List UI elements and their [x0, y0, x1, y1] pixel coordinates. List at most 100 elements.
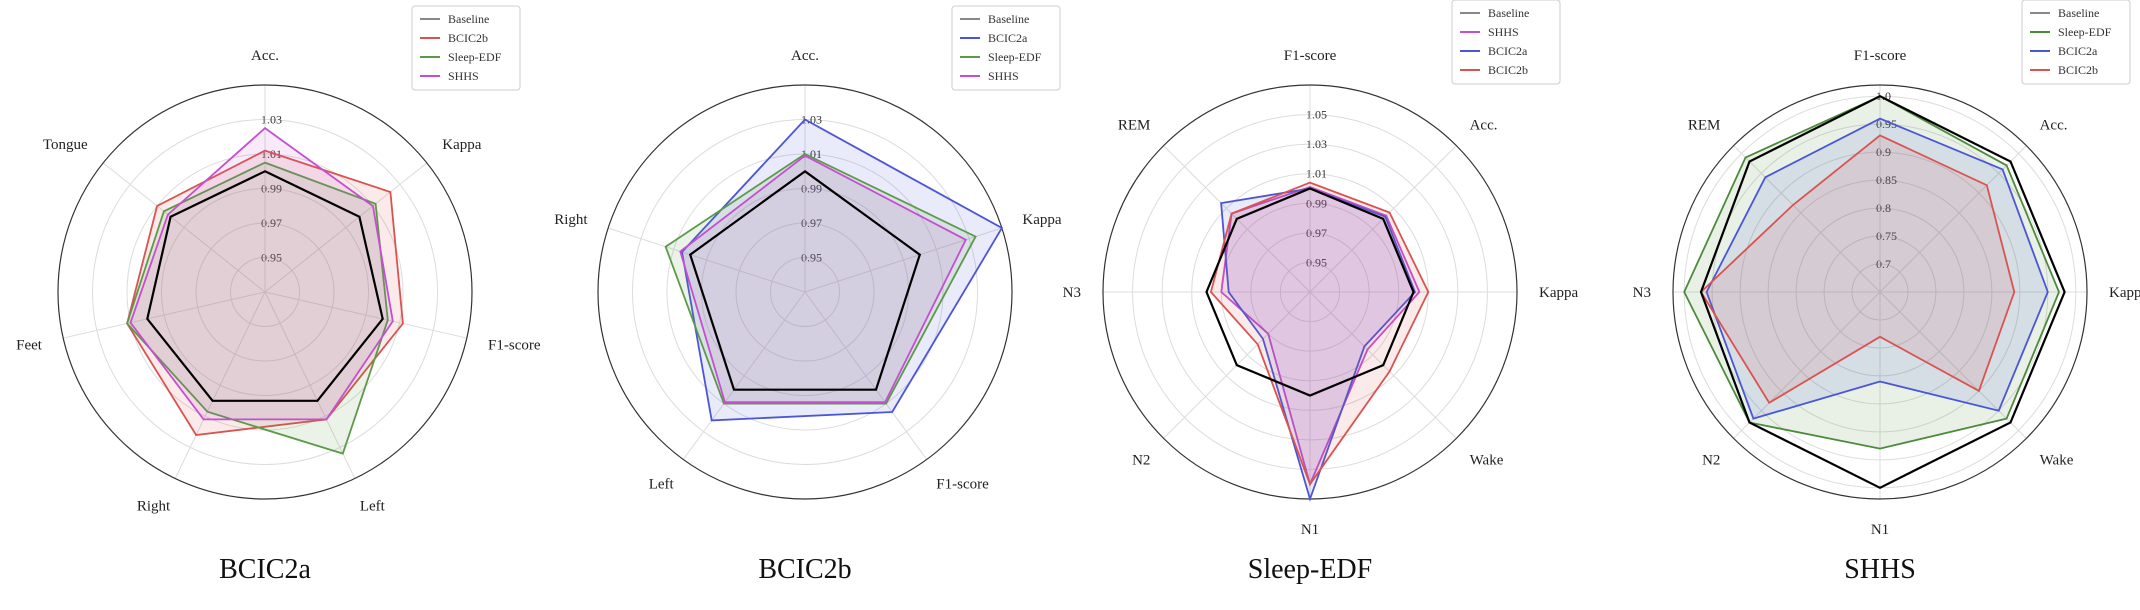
radar-chart-shhs: 0.70.750.80.850.90.951.0F1-scoreAcc.Kapp…	[1633, 0, 2140, 585]
tick-label: 0.95	[1306, 255, 1327, 269]
axis-label-kappa: Kappa	[1539, 285, 1578, 301]
legend-frame	[411, 5, 521, 91]
chart-title: BCIC2a	[219, 554, 311, 585]
radar-chart-bcic2a: 0.950.970.991.011.03Acc.KappaF1-scoreLef…	[16, 5, 541, 585]
axis-label-left: Left	[649, 477, 675, 493]
axis-label-f1-score: F1-score	[936, 477, 989, 493]
legend-label-sleep-edf: Sleep-EDF	[2058, 25, 2112, 39]
legend-label-bcic2b: BCIC2b	[448, 31, 488, 45]
tick-label: 0.99	[261, 182, 282, 196]
spoke-left	[682, 291, 806, 460]
legend-label-bcic2a: BCIC2a	[1488, 44, 1528, 58]
axis-label-rem: REM	[1688, 117, 1721, 133]
axis-label-tongue: Tongue	[43, 137, 88, 153]
axis-label-n3: N3	[1633, 285, 1651, 301]
spoke-wake	[1879, 291, 2027, 439]
tick-label: 1.03	[801, 113, 822, 127]
axis-label-f1-score: F1-score	[488, 338, 541, 354]
legend-label-baseline: Baseline	[988, 12, 1029, 26]
series-bcic2a	[1220, 187, 1417, 502]
series-baseline	[146, 170, 384, 402]
tick-label: 0.85	[1876, 173, 1897, 187]
legend-label-bcic2a: BCIC2a	[988, 31, 1028, 45]
spoke-tongue	[102, 162, 266, 293]
series-shhs	[679, 154, 967, 404]
tick-label: 0.95	[801, 251, 822, 265]
legend-label-bcic2a: BCIC2a	[2058, 44, 2098, 58]
tick-label: 0.97	[261, 216, 282, 230]
spoke-kappa	[804, 227, 1003, 293]
axis-label-kappa: Kappa	[442, 137, 481, 153]
legend-label-sleep-edf: Sleep-EDF	[988, 50, 1042, 64]
legend-label-shhs: SHHS	[1488, 25, 1519, 39]
legend-frame	[2021, 0, 2131, 85]
series-bcic2a	[1705, 117, 2049, 420]
outer-circle	[1672, 84, 2088, 500]
tick-label: 0.75	[1876, 229, 1897, 243]
tick-label: 0.95	[261, 251, 282, 265]
series-sleep-edf	[1683, 95, 2060, 450]
axis-label-acc: Acc.	[791, 48, 819, 64]
axis-label-n3: N3	[1063, 285, 1081, 301]
axis-label-f1-score: F1-score	[1854, 48, 1907, 64]
series-baseline	[1205, 187, 1415, 397]
tick-label: 0.97	[801, 216, 822, 230]
legend-label-sleep-edf: Sleep-EDF	[448, 50, 502, 64]
axis-label-right: Right	[554, 212, 588, 228]
radar-chart-bcic2b: 0.95 0.97 0.99 1.01 1.03 Acc. Kappa F1-score Lef…	[554, 5, 1062, 585]
axis-label-left: Left	[360, 499, 386, 515]
axis-label-acc: Acc.	[1470, 117, 1498, 133]
tick-label: 1.01	[1306, 167, 1327, 181]
tick-label: 0.99	[801, 182, 822, 196]
legend-label-baseline: Baseline	[448, 12, 489, 26]
axis-label-wake: Wake	[1470, 453, 1504, 469]
spoke-n2	[1733, 291, 1881, 439]
axis-label-n1: N1	[1871, 522, 1889, 538]
series-sleep-edf	[126, 161, 389, 455]
legend: Baseline Sleep-EDF BCIC2a BCIC2b	[2021, 0, 2131, 85]
radar-chart-sleep-edf: 0.95 0.97 0.99 1.01 1.03 1.05 F1-score Acc. Kapp…	[1063, 0, 1578, 585]
chart-title: BCIC2b	[758, 554, 851, 585]
tick-label: 1.03	[1306, 137, 1327, 151]
legend: Baseline SHHS BCIC2a BCIC2b	[1451, 0, 1561, 85]
tick-label: 0.97	[1306, 226, 1327, 240]
legend-label-baseline: Baseline	[2058, 6, 2099, 20]
legend-label-bcic2b: BCIC2b	[2058, 63, 2098, 77]
axis-label-n1: N1	[1301, 522, 1319, 538]
spoke-f1-score	[264, 291, 467, 339]
legend-label-baseline: Baseline	[1488, 6, 1529, 20]
spoke-right	[174, 291, 266, 479]
series-baseline	[688, 169, 922, 391]
legend-label-shhs: SHHS	[448, 69, 479, 83]
spoke-kappa	[264, 162, 428, 293]
legend-frame	[1451, 0, 1561, 85]
axis-label-kappa: Kappa	[2109, 285, 2140, 301]
spoke-rem	[1733, 145, 1881, 293]
axis-label-right: Right	[137, 499, 171, 515]
axis-label-feet: Feet	[16, 338, 43, 354]
spoke-f1-score	[804, 291, 928, 460]
legend-frame	[951, 5, 1061, 91]
axis-label-f1-score: F1-score	[1284, 48, 1337, 64]
axis-label-rem: REM	[1118, 117, 1151, 133]
series-baseline	[1699, 94, 2066, 490]
spoke-feet	[63, 291, 266, 339]
series-bcic2b	[1209, 181, 1430, 487]
tick-label: 0.99	[1306, 196, 1327, 210]
series-bcic2a	[681, 118, 1004, 422]
tick-label: 0.95	[1876, 117, 1897, 131]
axis-label-n2: N2	[1132, 453, 1150, 469]
tick-label: 1.05	[1306, 108, 1327, 122]
legend-label-shhs: SHHS	[988, 69, 1019, 83]
spoke-right	[607, 227, 806, 293]
axis-label-acc: Acc.	[251, 48, 279, 64]
spoke-left	[264, 291, 356, 479]
outer-circle	[597, 84, 1013, 500]
series-bcic2b	[126, 149, 404, 436]
tick-label: 1.03	[261, 113, 282, 127]
axis-label-n2: N2	[1702, 453, 1720, 469]
legend: Baseline BCIC2a Sleep-EDF SHHS	[951, 5, 1061, 91]
chart-title: SHHS	[1844, 554, 1916, 585]
legend: Baseline BCIC2b Sleep-EDF SHHS	[411, 5, 521, 91]
